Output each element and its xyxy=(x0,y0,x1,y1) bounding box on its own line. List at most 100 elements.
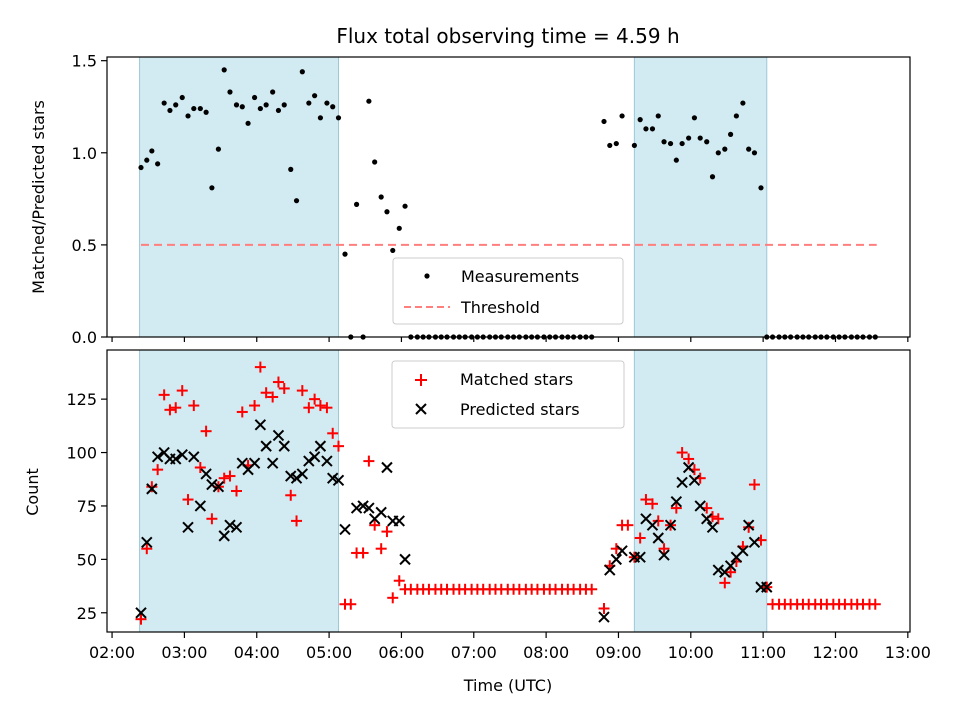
predicted-star-d2 xyxy=(254,419,267,431)
shaded-interval xyxy=(633,56,768,338)
measurement-point xyxy=(396,225,402,231)
matched-star-point xyxy=(586,583,598,595)
matched-star-point xyxy=(393,575,405,587)
x-tick-label: 03:00 xyxy=(161,643,207,662)
predicted-star-d2 xyxy=(339,523,351,536)
bottom-panel-frame xyxy=(106,349,911,633)
predicted-star-point xyxy=(634,551,646,563)
measurement-point xyxy=(149,148,155,154)
predicted-star-d2 xyxy=(724,560,737,572)
matched-star-point xyxy=(387,592,399,604)
bottom-panel-ylabel: Count xyxy=(23,468,42,516)
measurement-point xyxy=(245,120,251,126)
predicted-star-d2 xyxy=(188,451,200,463)
predicted-star-d2 xyxy=(272,429,285,442)
measurement-point xyxy=(281,102,287,108)
predicted-star-d2 xyxy=(682,461,695,474)
predicted-star-point xyxy=(332,474,345,487)
predicted-star-d2 xyxy=(670,495,683,508)
predicted-star-point xyxy=(664,519,677,531)
measurement-point xyxy=(185,113,191,119)
matched-star-point xyxy=(291,515,303,527)
predicted-star-d2 xyxy=(694,500,706,512)
matched-star-point xyxy=(314,400,326,412)
top-panel-legend: Measurements Threshold xyxy=(392,257,624,325)
predicted-star-point xyxy=(737,545,749,557)
measurement-point xyxy=(251,94,258,101)
predicted-star-point xyxy=(706,521,719,534)
bottom-panel-y-ticks: 25 50 75 100 125 xyxy=(66,390,107,623)
x-tick-label: 07:00 xyxy=(451,643,497,662)
measurement-point xyxy=(667,140,674,147)
matched-star-point xyxy=(375,543,387,555)
predicted-star-d2 xyxy=(737,545,749,557)
predicted-star-d2 xyxy=(248,457,261,469)
predicted-star-d2 xyxy=(236,457,248,469)
measurement-point xyxy=(733,113,739,119)
measurement-point xyxy=(312,93,318,99)
y-tick-label: 1.5 xyxy=(72,52,97,71)
measurement-point xyxy=(209,185,215,191)
measurement-point xyxy=(384,209,390,215)
predicted-star-point xyxy=(670,495,683,508)
matched-star-point xyxy=(369,519,381,531)
predicted-star-d2 xyxy=(706,521,719,534)
measurement-point xyxy=(607,142,613,149)
y-tick-label: 25 xyxy=(77,604,97,623)
predicted-star-d2 xyxy=(224,519,236,531)
predicted-star-d2 xyxy=(742,519,755,531)
predicted-star-point xyxy=(212,481,225,493)
predicted-star-point xyxy=(182,521,194,534)
predicted-star-point xyxy=(296,468,309,480)
matched-star-point xyxy=(285,489,297,501)
measurement-point xyxy=(299,69,305,75)
predicted-star-d2 xyxy=(141,536,153,548)
measurement-point xyxy=(661,139,667,145)
x-tick-label: 04:00 xyxy=(234,643,280,662)
predicted-star-point xyxy=(254,419,267,431)
measurement-point xyxy=(353,201,360,207)
predicted-star-d2 xyxy=(285,470,297,482)
predicted-star-d2 xyxy=(363,502,375,514)
predicted-star-point xyxy=(290,472,303,484)
matched-star-point xyxy=(381,526,393,538)
x-tick-label: 13:00 xyxy=(885,643,931,662)
predicted-star-d2 xyxy=(712,564,724,576)
measurement-point xyxy=(257,105,263,112)
measurement-point xyxy=(167,107,173,114)
x-tick-label: 09:00 xyxy=(595,643,641,662)
predicted-star-point xyxy=(260,440,272,452)
predicted-star-d2 xyxy=(664,519,677,531)
predicted-star-point xyxy=(701,513,713,525)
matched-star-point xyxy=(194,462,206,473)
y-tick-label: 1.0 xyxy=(72,144,97,163)
shaded-interval xyxy=(139,56,339,338)
measurement-point xyxy=(722,146,728,152)
measurement-point xyxy=(173,102,179,108)
measurement-point xyxy=(335,115,342,121)
x-tick-label: 05:00 xyxy=(306,643,352,662)
y-tick-label: 100 xyxy=(66,444,97,463)
predicted-star-d2 xyxy=(604,564,616,576)
measurement-point xyxy=(221,67,227,73)
measurement-point xyxy=(655,113,661,119)
predicted-star-d2 xyxy=(303,455,315,467)
measurement-point xyxy=(613,140,619,147)
predicted-star-point xyxy=(748,536,761,548)
x-tick-label: 12:00 xyxy=(812,643,858,662)
predicted-star-d2 xyxy=(652,532,664,544)
predicted-star-point xyxy=(363,502,375,514)
legend-marker-predicted xyxy=(415,403,427,415)
bottom-panel-legend: Matched stars Predicted stars xyxy=(391,360,625,429)
legend-marker-matched xyxy=(415,374,427,386)
matched-stars-layer xyxy=(135,361,881,625)
predicted-star-point xyxy=(598,611,610,623)
measurement-point xyxy=(746,146,752,152)
measurement-point xyxy=(691,115,698,121)
predicted-star-point xyxy=(218,530,230,542)
predicted-star-point xyxy=(176,448,188,461)
shaded-interval xyxy=(633,349,768,633)
measurement-point xyxy=(673,157,679,163)
matched-star-point xyxy=(278,382,290,394)
